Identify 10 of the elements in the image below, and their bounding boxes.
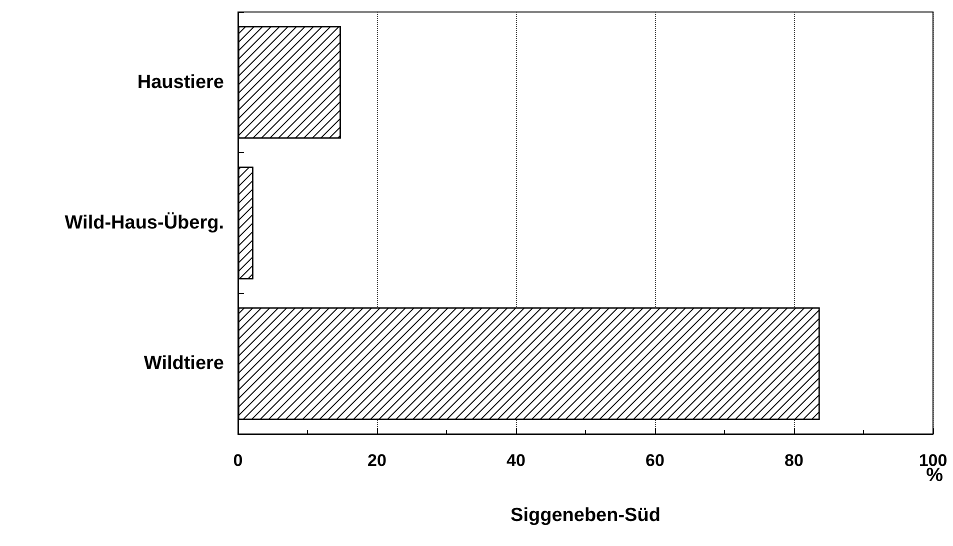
x-tick-label: 20 <box>368 451 386 470</box>
text: % <box>926 465 944 486</box>
y-tick-label: Haustiere <box>137 72 224 93</box>
x-axis-title: Siggeneben-Süd <box>510 505 660 526</box>
y-tick-label: Wild-Haus-Überg. <box>64 212 224 234</box>
x-tick-label: 40 <box>506 451 526 470</box>
y-tick-label: Wildtiere <box>144 353 224 374</box>
x-tick-label: 0 <box>233 451 243 470</box>
x-tick-label: 60 <box>646 451 664 470</box>
x-tick-label: 80 <box>784 451 804 470</box>
